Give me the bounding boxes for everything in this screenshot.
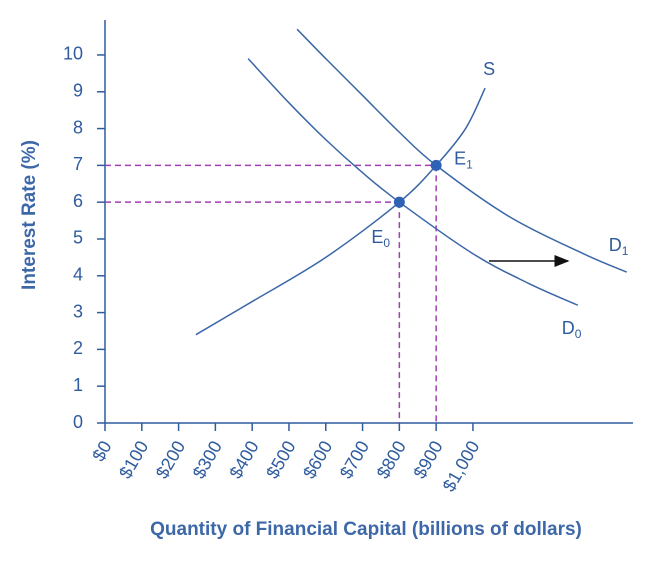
curve-label-main: S [483,59,495,79]
equilibrium-point [430,159,442,171]
curve [296,28,628,273]
x-tick-label: $1,000 [439,437,484,495]
x-tick-label: $800 [373,437,410,482]
curve-label-main: D [609,235,622,255]
x-tick-label: $300 [189,437,226,482]
curve-label: D1 [609,235,629,258]
point-label-main: E [371,227,383,247]
curve [247,58,579,306]
y-tick-label: 4 [73,265,83,285]
y-tick-label: 7 [73,154,83,174]
x-tick-label: $900 [409,437,446,482]
x-axis-title: Quantity of Financial Capital (billions … [150,519,582,540]
point-label: E1 [454,148,473,171]
x-tick-label: $700 [336,437,373,482]
curve-label: S [483,59,495,79]
point-label-subscript: 0 [383,236,390,250]
point-label-subscript: 1 [466,158,473,172]
x-tick-label: $100 [115,437,152,482]
x-tick-label: $200 [152,437,189,482]
x-tick-label: $500 [262,437,299,482]
y-tick-label: 9 [73,81,83,101]
y-tick-label: 1 [73,375,83,395]
y-tick-label: 2 [73,338,83,358]
point-label: E0 [371,227,390,250]
curve-label-subscript: 1 [622,244,629,258]
y-tick-label: 6 [73,191,83,211]
x-tick-label: $0 [88,437,115,464]
curve-label-subscript: 0 [575,327,582,341]
curve [195,87,486,336]
equilibrium-point [393,196,405,208]
y-tick-label: 10 [63,44,83,64]
y-tick-label: 8 [73,117,83,137]
x-tick-label: $600 [299,437,336,482]
y-tick-label: 0 [73,412,83,432]
x-tick-label: $400 [225,437,262,482]
curve-label-main: D [562,318,575,338]
point-label-main: E [454,148,466,168]
y-tick-label: 3 [73,301,83,321]
curve-label: D0 [562,318,582,341]
y-axis-title: Interest Rate (%) [19,140,40,290]
y-tick-label: 5 [73,228,83,248]
